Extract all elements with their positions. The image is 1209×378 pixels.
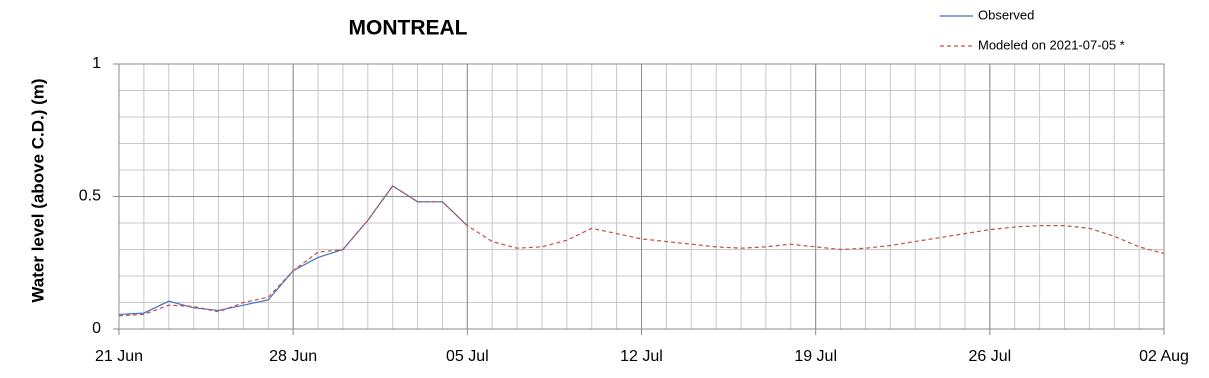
x-tick-label: 21 Jun [95, 348, 143, 365]
x-tick-label: 19 Jul [794, 348, 837, 365]
data-line [118, 185, 1165, 317]
x-tick-label: 26 Jul [968, 348, 1011, 365]
x-tick-label: 05 Jul [446, 348, 489, 365]
x-tick-label: 28 Jun [269, 348, 317, 365]
y-tick-label: 1 [92, 55, 101, 72]
y-tick-label: 0.5 [79, 188, 101, 205]
plot-frame [118, 63, 1165, 330]
legend-label: Observed [978, 7, 1034, 22]
chart-title: MONTREAL [349, 17, 468, 40]
y-axis-label: Water level (above C.D.) (m) [28, 78, 48, 303]
legend-label: Modeled on 2021-07-05 * [978, 37, 1125, 52]
x-tick-label: 02 Aug [1139, 348, 1189, 365]
y-tick-label: 0 [92, 320, 101, 337]
x-tick-label: 12 Jul [620, 348, 663, 365]
